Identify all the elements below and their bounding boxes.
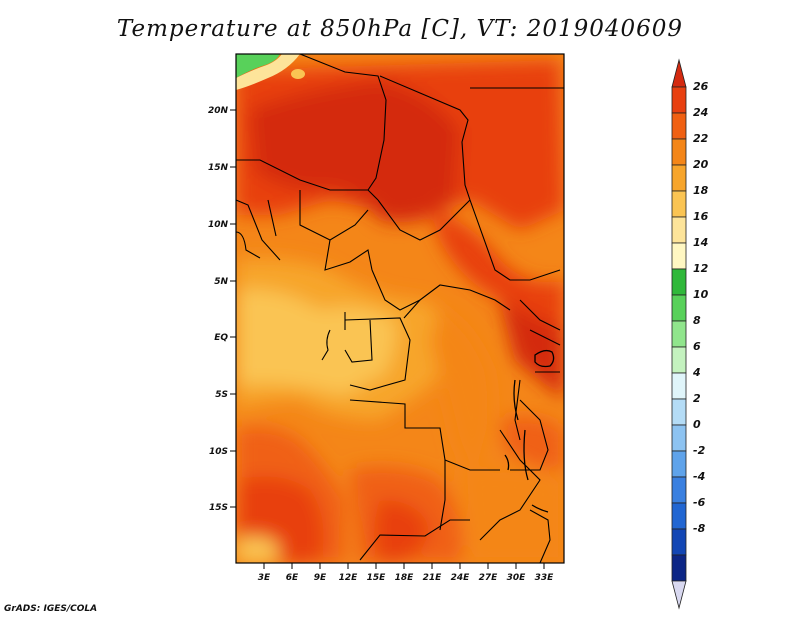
lat-tick-labels: 20N 15N 10N 5N EQ 5S 10S 15S	[208, 106, 229, 513]
colorbar-segment	[671, 528, 687, 556]
colorbar-label: 10	[693, 288, 709, 301]
lon-label: 27E	[479, 573, 499, 583]
colorbar-label: -2	[693, 444, 706, 457]
colorbar-label: 16	[693, 210, 709, 223]
lon-label: 15E	[367, 573, 387, 583]
colorbar-label: -8	[693, 522, 706, 535]
colorbar-segment	[671, 424, 687, 452]
colorbar-label: 20	[693, 158, 709, 171]
colorbar-segment	[671, 190, 687, 218]
colorbar-segments	[671, 58, 687, 610]
colorbar-labels: 26 24 22 20 18 16 14 12 10 8 6 4 2 0 -2 …	[692, 80, 709, 535]
colorbar-segment	[671, 346, 687, 374]
map-frame	[235, 53, 565, 564]
grads-credit: GrADS: IGES/COLA	[4, 604, 98, 614]
colorbar-label: -6	[693, 496, 706, 509]
colorbar-segment	[671, 476, 687, 504]
colorbar-segment	[671, 242, 687, 270]
colorbar-segment	[671, 450, 687, 478]
lat-label: 15N	[208, 163, 229, 173]
lon-tick-marks	[263, 563, 545, 569]
lat-label: 5N	[214, 277, 228, 287]
colorbar-segment	[671, 502, 687, 530]
lat-label: 15S	[209, 503, 228, 513]
colorbar-label: -4	[693, 470, 705, 483]
colorbar: 26 24 22 20 18 16 14 12 10 8 6 4 2 0 -2 …	[671, 58, 709, 610]
colorbar-segment	[671, 112, 687, 140]
colorbar-label: 6	[693, 340, 701, 353]
colorbar-segment	[671, 372, 687, 400]
colorbar-label: 2	[693, 392, 701, 405]
colorbar-label: 0	[693, 418, 701, 431]
lon-label: 12E	[339, 573, 359, 583]
colorbar-segment	[671, 320, 687, 348]
lat-label: 10S	[209, 447, 228, 457]
colorbar-segment	[671, 268, 687, 296]
colorbar-segment	[671, 554, 687, 582]
lon-label: 6E	[286, 573, 299, 583]
colorbar-segment	[671, 86, 687, 114]
colorbar-arrow-bottom	[671, 580, 687, 610]
colorbar-label: 18	[693, 184, 709, 197]
country-borders	[236, 54, 564, 563]
colorbar-label: 24	[693, 106, 708, 119]
lat-label: 20N	[208, 106, 229, 116]
colorbar-segment	[671, 398, 687, 426]
colorbar-segment	[671, 294, 687, 322]
colorbar-segment	[671, 164, 687, 192]
lon-label: 18E	[395, 573, 415, 583]
colorbar-label: 4	[692, 366, 701, 379]
lon-label: 3E	[258, 573, 271, 583]
colorbar-label: 26	[693, 80, 709, 93]
lat-label: 10N	[208, 220, 229, 230]
temperature-field	[236, 54, 564, 563]
colorbar-segment	[671, 216, 687, 244]
lakes	[504, 349, 555, 513]
colorbar-arrow-top	[671, 58, 687, 88]
lon-label: 33E	[535, 573, 555, 583]
colorbar-label: 14	[693, 236, 708, 249]
lon-tick-labels: 3E 6E 9E 12E 15E 18E 21E 24E 27E 30E 33E	[258, 573, 554, 583]
lat-tick-marks	[230, 109, 236, 508]
colorbar-label: 8	[693, 314, 701, 327]
lon-label: 9E	[314, 573, 327, 583]
lon-label: 21E	[423, 573, 443, 583]
colorbar-label: 12	[693, 262, 709, 275]
lat-label: 5S	[215, 390, 228, 400]
lat-label: EQ	[214, 333, 228, 343]
colorbar-segment	[671, 138, 687, 166]
lon-label: 24E	[451, 573, 471, 583]
map-title: Temperature at 850hPa [C], VT: 201904060…	[116, 16, 684, 42]
lon-label: 30E	[507, 573, 527, 583]
colorbar-label: 22	[693, 132, 709, 145]
